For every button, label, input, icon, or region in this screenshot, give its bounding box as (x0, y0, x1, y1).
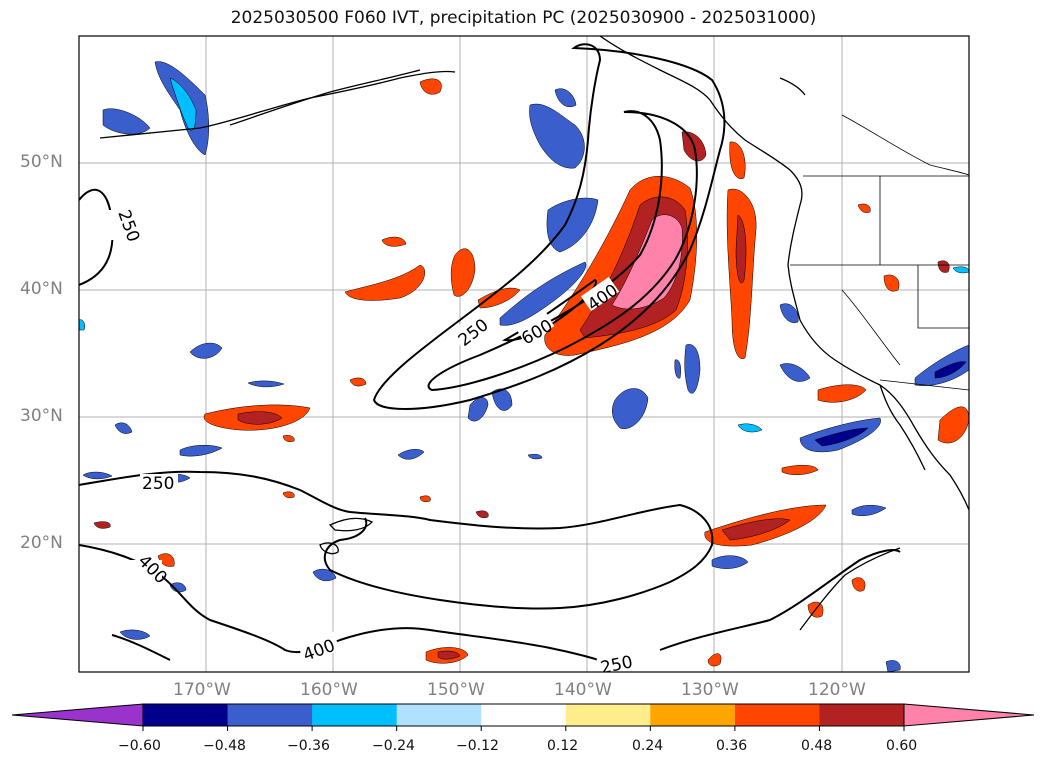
colorbar-segment (396, 704, 482, 726)
colorbar-segment (143, 704, 229, 726)
lat-label-30n: 30°N (20, 406, 63, 426)
lon-label-120w: 120°W (808, 680, 866, 700)
lon-label-150w: 150°W (427, 680, 485, 700)
colorbar-tick-label: −0.24 (372, 738, 415, 754)
colorbar-tick-label: −0.60 (118, 738, 161, 754)
colorbar-extend-low (11, 703, 144, 727)
colorbar-segment (227, 704, 313, 726)
colorbar-tick-label: −0.48 (203, 738, 246, 754)
colorbar-tick-label: −0.12 (456, 738, 499, 754)
map-frame (78, 35, 970, 673)
map-title: 2025030500 F060 IVT, precipitation PC (2… (230, 8, 817, 28)
lon-label-160w: 160°W (300, 680, 358, 700)
state-borders (790, 114, 969, 391)
colorbar-tick-label: 0.48 (801, 738, 833, 754)
colorbar-tick-label: 0.36 (716, 738, 748, 754)
coastlines (99, 36, 969, 631)
colorbar-tick-label: 0.24 (632, 738, 664, 754)
lon-label-130w: 130°W (681, 680, 739, 700)
lon-label-140w: 140°W (554, 680, 612, 700)
contour-label-250-bottom: 250 (599, 652, 635, 678)
lat-label-40n: 40°N (20, 279, 63, 299)
lat-label-50n: 50°N (20, 152, 63, 172)
colorbar-segment (734, 704, 820, 726)
precip-positive-anomalies (93, 78, 969, 667)
colorbar-segments (143, 704, 905, 726)
colorbar-segment (819, 704, 905, 726)
colorbar-extend-high (903, 703, 1035, 727)
colorbar-tick-label: 0.60 (886, 738, 918, 754)
map-plot-area: 250 250 600 400 250 400 400 250 (79, 36, 969, 678)
colorbar-segment (312, 704, 398, 726)
colorbar-tick-label: 0.12 (547, 738, 579, 754)
colorbar-segment (481, 704, 567, 726)
colorbar-segment (565, 704, 651, 726)
colorbar-segment (650, 704, 736, 726)
colorbar (11, 703, 1035, 731)
contour-label-250-south: 250 (142, 474, 174, 494)
precip-negative-anomalies (79, 61, 969, 672)
lon-label-170w: 170°W (173, 680, 231, 700)
lat-label-20n: 20°N (20, 533, 63, 553)
colorbar-tick-label: −0.36 (287, 738, 330, 754)
